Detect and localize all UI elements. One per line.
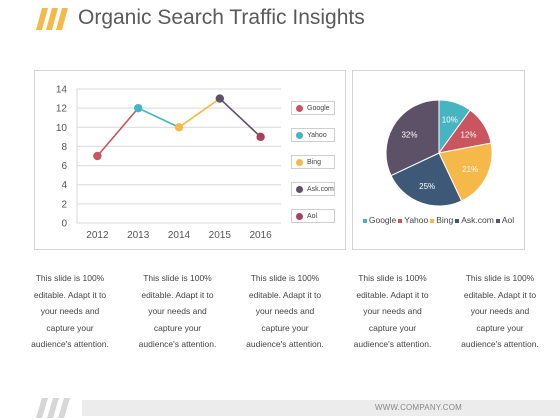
- legend-item: Bing: [291, 155, 335, 169]
- data-point: [215, 94, 224, 103]
- legend-label: Aol: [307, 212, 318, 220]
- pie-legend-item: Aol: [495, 215, 515, 225]
- x-tick-label: 2015: [209, 230, 232, 241]
- pie-legend-marker: [455, 218, 460, 223]
- y-tick-label: 14: [56, 85, 68, 96]
- caption-row: This slide is 100% editable. Adapt it to…: [27, 270, 543, 353]
- line-segment: [219, 97, 262, 138]
- legend-item: Yahoo: [291, 128, 335, 142]
- line-segment: [96, 107, 139, 157]
- y-tick-label: 2: [61, 199, 67, 210]
- legend-marker: [296, 104, 303, 112]
- legend-label: Yahoo: [307, 131, 327, 139]
- footer-url: WWW.COMPANY.COM: [374, 403, 462, 412]
- pie-slice-label: 32%: [401, 130, 417, 139]
- data-point: [93, 151, 102, 161]
- y-tick-label: 12: [56, 104, 68, 115]
- y-tick-label: 0: [61, 219, 67, 230]
- legend-item: Ask.com: [291, 182, 335, 196]
- pie-slice-label: 10%: [442, 116, 458, 125]
- pie-legend-label: Ask.com: [461, 215, 494, 225]
- pie-legend-item: Yahoo: [398, 215, 428, 225]
- y-tick-label: 8: [61, 142, 67, 153]
- legend-marker: [296, 131, 303, 139]
- pie-legend-marker: [430, 218, 435, 223]
- pie-slice-label: 25%: [419, 182, 435, 191]
- pie-legend-marker: [495, 218, 500, 223]
- pie-legend-item: Google: [362, 215, 397, 225]
- y-tick-label: 10: [56, 123, 68, 134]
- y-tick-label: 6: [61, 161, 67, 172]
- pie-legend-marker: [362, 218, 367, 223]
- data-point: [134, 103, 143, 113]
- line-chart: 0 2 4 6 8 10 12 14 2012 2013 2014 2015 2016: [56, 85, 281, 241]
- pie-legend-marker: [398, 218, 403, 223]
- pie-slice: [385, 99, 440, 177]
- footer-stripes-decoration: [36, 398, 70, 418]
- x-tick-label: 2014: [168, 230, 191, 241]
- page-title: Organic Search Traffic Insights: [78, 6, 365, 29]
- pie-slice: [438, 142, 493, 202]
- line-segment: [137, 107, 180, 129]
- line-segment: [178, 97, 221, 128]
- pie-slice-label: 12%: [461, 130, 477, 139]
- pie-legend-item: Ask.com: [455, 215, 494, 225]
- x-tick-label: 2016: [249, 230, 272, 241]
- pie-legend-item: Bing: [430, 215, 453, 225]
- legend-marker: [296, 158, 303, 166]
- caption-5: This slide is 100% editable. Adapt it to…: [461, 273, 539, 349]
- legend-marker: [296, 212, 303, 220]
- title-stripes-decoration: [36, 8, 68, 30]
- caption-3: This slide is 100% editable. Adapt it to…: [246, 273, 324, 349]
- caption-4: This slide is 100% editable. Adapt it to…: [353, 273, 432, 349]
- caption-2: This slide is 100% editable. Adapt it to…: [138, 273, 217, 349]
- pie-legend-label: Bing: [436, 215, 454, 225]
- pie-legend-label: Google: [368, 215, 397, 225]
- pie-chart-legend: Google Yahoo Bing Ask.com Aol: [353, 215, 524, 225]
- x-tick-label: 2012: [86, 230, 109, 241]
- legend-marker: [296, 185, 303, 193]
- pie-chart-panel: 10% 12% 21% 25% 32% Google Yahoo Bing Ask.com Ao…: [352, 70, 525, 250]
- pie-legend-label: Yahoo: [404, 215, 429, 225]
- pie-slice-label: 21%: [462, 165, 478, 174]
- line-chart-panel: 0 2 4 6 8 10 12 14 2012 2013 2014 2015 2016 Google Ya…: [34, 70, 346, 250]
- caption-1: This slide is 100% editable. Adapt it to…: [31, 273, 109, 349]
- data-point: [174, 123, 184, 132]
- footer-bar: [82, 400, 560, 416]
- pie-slice: [390, 152, 463, 207]
- pie-chart: 10%12% 21% 25% 32%: [385, 99, 493, 207]
- legend-label: Bing: [307, 158, 322, 166]
- legend-label: Ask.com: [307, 185, 334, 193]
- y-tick-label: 4: [61, 180, 67, 191]
- legend-item: Google: [291, 101, 335, 115]
- legend-label: Google: [307, 104, 330, 112]
- x-tick-label: 2013: [127, 230, 150, 241]
- pie-legend-label: Aol: [501, 215, 515, 225]
- data-point: [256, 132, 265, 142]
- legend-item: Aol: [291, 209, 335, 223]
